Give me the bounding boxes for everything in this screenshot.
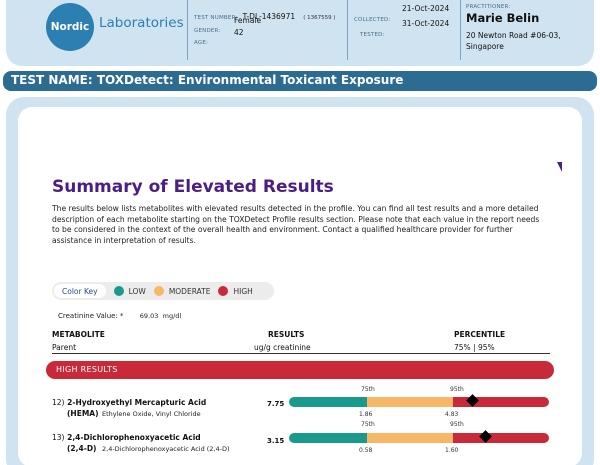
col-results-header: RESULTS [268, 330, 305, 339]
row-abbr: (HEMA) [67, 409, 99, 418]
moderate-dot-icon [153, 286, 164, 296]
dates-cell: COLLECTED: 21-Oct-2024 TESTED: 31-Oct-20… [347, 0, 455, 60]
report-header: Nordic Laboratories TEST NUMBER: T-DL-14… [6, 0, 594, 66]
age-label: AGE: [194, 40, 209, 46]
row-metabolite-name: 2-Hydroxyethyl Mercapturic Acid [67, 398, 207, 407]
color-key-label: Color Key [54, 284, 106, 298]
col-metabolite-sub: Parent [52, 343, 77, 352]
col-metabolite-header: METABOLITE [52, 330, 105, 339]
results-card: Summary of Elevated Results The results … [18, 107, 582, 465]
practitioner-address-line2: Singapore [466, 42, 504, 51]
row-p95-value: 4.83 [445, 411, 459, 418]
row-p75-value: 1.86 [359, 411, 373, 418]
practitioner-cell: PRACTITIONER: Marie Belin 20 Newton Road… [460, 0, 594, 60]
color-key-low: LOW [128, 286, 146, 296]
row-p75-value: 0.58 [359, 447, 373, 454]
header-divider [52, 353, 550, 354]
high-dot-icon [218, 286, 229, 296]
color-key-high: HIGH [233, 286, 253, 296]
row-parent: Ethylene Oxide, Vinyl Chloride [102, 410, 201, 418]
moderate-segment [367, 433, 453, 443]
row-number: 12) [52, 398, 65, 407]
row-p95-value: 1.60 [445, 447, 459, 454]
color-key-moderate: MODERATE [168, 286, 211, 296]
high-results-bar: HIGH RESULTS [46, 361, 554, 379]
col-percentile-header: PERCENTILE [454, 330, 506, 339]
creatinine-line: Creatinine Value: * 69.03 mg/dl [58, 312, 181, 320]
moderate-segment [367, 397, 453, 407]
creatinine-unit: mg/dl [162, 312, 182, 320]
color-key: Color Key LOW MODERATE HIGH [52, 282, 274, 300]
high-segment [453, 433, 549, 443]
age: 42 [234, 28, 244, 37]
logo-text: Laboratories [99, 15, 184, 31]
creatinine-label: Creatinine Value: * [58, 312, 124, 320]
tested-label: TESTED: [360, 32, 385, 38]
logo-initials: Nordic [50, 21, 90, 33]
row-abbr: (2,4-D) [67, 444, 97, 453]
results-panel: Summary of Elevated Results The results … [6, 97, 594, 465]
summary-paragraph: The results below lists metabolites with… [52, 204, 540, 245]
gender-label: GENDER: [194, 28, 221, 34]
row-title: 12) 2-Hydroxyethyl Mercapturic Acid [52, 398, 206, 407]
col-percentile-sub: 75% | 95% [454, 343, 495, 352]
row-title: 13) 2,4-Dichlorophenoxyacetic Acid [52, 433, 201, 442]
row-number: 13) [52, 433, 65, 442]
row-p75-label: 75th [361, 386, 375, 393]
row-result-value: 3.15 [267, 437, 285, 445]
tested-date: 31-Oct-2024 [402, 19, 450, 28]
practitioner-name: Marie Belin [466, 11, 540, 25]
test-number: T-DL-1436971 [242, 12, 296, 21]
logo: Nordic [46, 3, 94, 51]
row-parent: 2,4-Dichlorophenoxyacetic Acid (2,4-D) [102, 445, 230, 453]
gender: Female [234, 16, 262, 25]
row-p95-label: 95th [450, 386, 464, 393]
corner-flag-icon [552, 162, 562, 172]
collected-label: COLLECTED: [354, 17, 391, 23]
row-result-value: 7.75 [267, 400, 285, 408]
summary-title: Summary of Elevated Results [52, 177, 334, 197]
row-percentile-bar [289, 430, 549, 443]
col-results-sub: ug/g creatinine [254, 343, 311, 352]
low-dot-icon [113, 286, 124, 296]
row-metabolite-name: 2,4-Dichlorophenoxyacetic Acid [67, 433, 201, 442]
row-p75-label: 75th [361, 421, 375, 428]
patient-info-cell: TEST NUMBER: T-DL-1436971 ( 1367559 ) GE… [187, 0, 347, 60]
row-percentile-bar [289, 394, 549, 407]
test-name-bar: TEST NAME: TOXDetect: Environmental Toxi… [3, 71, 597, 91]
low-segment [289, 433, 367, 443]
practitioner-label: PRACTITIONER: [466, 4, 511, 10]
collected-date: 21-Oct-2024 [402, 4, 450, 13]
creatinine-value: 69.03 [139, 312, 159, 320]
practitioner-address-line1: 20 Newton Road #06-03, [466, 31, 561, 40]
test-number-label: TEST NUMBER: [194, 15, 238, 21]
row-p95-label: 95th [450, 421, 464, 428]
high-segment [453, 397, 549, 407]
test-number-alt: ( 1367559 ) [303, 15, 336, 21]
low-segment [289, 397, 367, 407]
